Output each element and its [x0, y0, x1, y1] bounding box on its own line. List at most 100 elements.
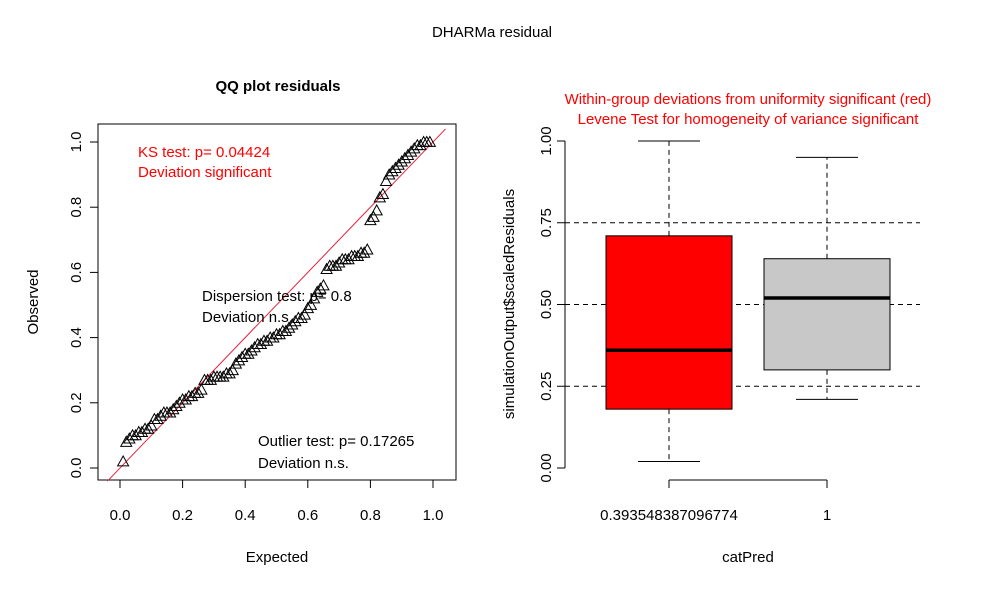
qq-point — [401, 148, 415, 160]
qq-y-tick-label: 1.0 — [68, 132, 85, 153]
qq-point — [395, 155, 409, 167]
qq-point — [232, 353, 246, 366]
qq-point — [414, 138, 427, 151]
boxplot-y-tick-label: 0.50 — [538, 290, 555, 319]
qq-point — [295, 311, 308, 323]
qq-point — [373, 190, 387, 203]
qq-point — [226, 363, 240, 376]
boxplot-title-line2: Levene Test for homogeneity of variance … — [578, 111, 920, 128]
outlier-deviation-text: Deviation n.s. — [258, 455, 349, 472]
qq-y-axis: 0.0 0.2 0.4 0.6 0.8 1.0 — [68, 132, 99, 478]
qq-point — [382, 168, 396, 180]
qq-point — [129, 428, 142, 441]
figure-title: DHARMa residual — [432, 24, 552, 41]
qq-point — [282, 321, 296, 333]
qq-point — [370, 203, 384, 216]
qq-x-axis-label: Expected — [246, 549, 309, 566]
qq-point — [357, 246, 371, 258]
qq-point — [407, 141, 421, 154]
ks-deviation-text: Deviation significant — [138, 164, 272, 181]
qq-x-tick-label: 1.0 — [423, 507, 444, 524]
qq-x-axis: 0.0 0.2 0.4 0.6 0.8 1.0 — [110, 479, 444, 524]
qq-point — [398, 151, 412, 164]
boxplot-x-axis-label: catPred — [722, 549, 774, 566]
boxplot-y-axis-label: simulationOutput$scaledResiduals — [501, 189, 518, 419]
qq-point — [216, 370, 230, 382]
qq-point — [119, 435, 133, 447]
qq-point — [423, 135, 437, 147]
qq-point — [141, 422, 155, 434]
boxplot-x-tick-label: 1 — [823, 507, 831, 524]
qq-point — [285, 318, 299, 330]
qq-point — [260, 334, 274, 346]
qq-point — [298, 308, 312, 320]
qq-point — [273, 327, 286, 340]
qq-point — [379, 174, 393, 187]
qq-point — [144, 419, 158, 431]
qq-point — [342, 252, 355, 265]
qq-point — [301, 301, 315, 314]
qq-point — [376, 187, 390, 200]
qq-point — [254, 337, 268, 350]
qq-point — [385, 164, 399, 177]
qq-point — [229, 357, 243, 369]
qq-point — [154, 409, 168, 421]
qq-reference-line — [107, 128, 446, 482]
boxplot-x-axis: 0.393548387096774 1 — [600, 479, 831, 524]
qq-point — [135, 425, 149, 438]
qq-y-axis-label: Observed — [25, 269, 42, 334]
boxplot-y-tick-label: 0.00 — [538, 453, 555, 482]
boxplot-y-tick-label: 0.25 — [538, 372, 555, 401]
ks-test-text: KS test: p= 0.04424 — [138, 144, 270, 161]
qq-point — [235, 350, 249, 363]
qq-y-tick-label: 0.8 — [68, 197, 85, 218]
qq-point — [151, 412, 164, 424]
qq-point — [223, 366, 236, 379]
qq-x-tick-label: 0.8 — [360, 507, 381, 524]
qq-y-tick-label: 0.4 — [68, 327, 85, 348]
qq-point — [288, 314, 302, 327]
qq-point — [332, 256, 346, 268]
qq-point — [163, 406, 177, 418]
qq-point — [329, 259, 343, 271]
qq-point — [166, 402, 180, 415]
qq-point — [404, 145, 418, 157]
qq-point — [123, 432, 136, 444]
qq-x-tick-label: 0.4 — [235, 507, 256, 524]
outlier-test-text: Outlier test: p= 0.17265 — [258, 433, 414, 450]
qq-x-tick-label: 0.0 — [110, 507, 131, 524]
qq-points — [116, 135, 437, 467]
dispersion-test-text: Dispersion test: p= 0.8 — [202, 288, 352, 305]
qq-point — [317, 278, 330, 291]
qq-point — [116, 454, 130, 467]
boxplot-x-tick-label: 0.393548387096774 — [600, 507, 738, 524]
qq-plot-title: QQ plot residuals — [215, 78, 340, 95]
qq-y-tick-label: 0.6 — [68, 262, 85, 283]
qq-x-tick-label: 0.6 — [297, 507, 318, 524]
qq-point — [248, 340, 261, 353]
dispersion-deviation-text: Deviation n.s. — [202, 309, 293, 326]
qq-point — [195, 383, 208, 395]
qq-point — [389, 161, 402, 173]
qq-point — [307, 291, 321, 304]
qq-point — [367, 210, 380, 222]
qq-x-tick-label: 0.2 — [172, 507, 193, 524]
qq-point — [185, 389, 199, 402]
boxplot-box — [763, 258, 891, 371]
qq-point — [241, 347, 255, 359]
qq-point — [310, 285, 324, 297]
boxplot-boxes — [605, 140, 891, 462]
qq-point — [245, 344, 258, 356]
boxplot-panel: Within-group deviations from uniformity … — [501, 91, 931, 566]
qq-point — [304, 298, 318, 310]
boxplot-y-axis: 0.00 0.25 0.50 0.75 1.00 — [538, 126, 566, 483]
qq-point — [279, 324, 293, 336]
qq-point — [169, 399, 183, 411]
qq-point — [267, 331, 280, 343]
qq-point — [313, 282, 327, 294]
boxplot-y-tick-label: 0.75 — [538, 208, 555, 237]
qq-point — [360, 243, 374, 255]
qq-point — [179, 393, 193, 405]
qq-point — [173, 396, 186, 408]
